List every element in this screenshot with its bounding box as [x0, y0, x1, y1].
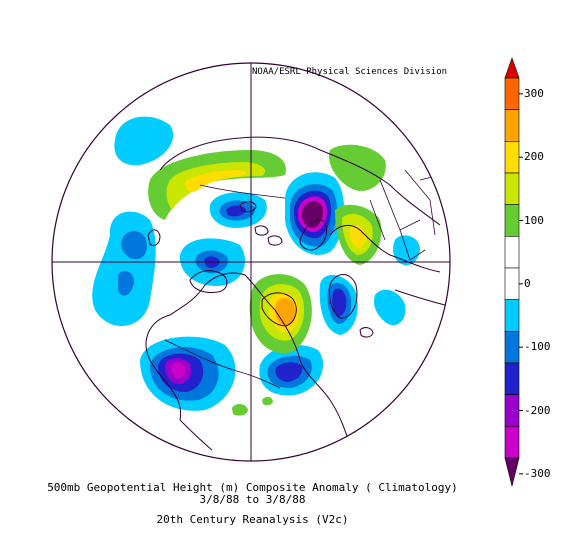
coastline-scandinavia	[299, 219, 327, 251]
anomaly-low-east-asia	[140, 336, 236, 411]
coastline-alaska	[189, 270, 228, 293]
graticule	[52, 63, 450, 461]
colorbar-swatch	[504, 362, 520, 395]
colorbar-swatch	[504, 236, 520, 269]
colorbar-tick-label: 200	[524, 150, 544, 164]
colorbar-tick-label: -300	[524, 466, 551, 480]
colorbar-tick-label: -100	[524, 340, 551, 354]
colorbar-swatch	[504, 141, 520, 174]
anomaly-high-arctic-canada	[249, 274, 312, 354]
coastline-asia	[159, 136, 441, 226]
caption-title: 500mb Geopotential Height (m) Composite …	[47, 481, 458, 494]
coastline-japan	[147, 229, 161, 247]
anomaly-high-urals	[329, 144, 386, 191]
globe-outline	[51, 62, 451, 462]
colorbar-tick-label: 0	[524, 276, 531, 290]
colorbar-swatch	[504, 394, 520, 427]
anomaly-low-europe	[259, 345, 324, 396]
country-borders	[164, 169, 441, 389]
colorbar	[504, 57, 523, 487]
colorbar-tick-label: 300	[524, 86, 544, 100]
anomaly-low-north-pacific	[114, 116, 174, 166]
colorbar-swatch	[504, 426, 520, 459]
colorbar-arrow-top	[504, 57, 520, 79]
colorbar-swatch	[504, 204, 520, 237]
coastline-africa-north	[394, 289, 446, 306]
coastline-hudson-bay	[261, 292, 297, 327]
colorbar-arrow-bottom	[504, 457, 520, 487]
border-us-canada	[164, 339, 281, 389]
anomaly-low-scandinavia	[285, 172, 345, 255]
anomaly-high-small-bottom	[232, 396, 273, 416]
credit-text: NOAA/ESRL Physical Sciences Division	[252, 67, 448, 77]
anomaly-high-europe	[335, 204, 382, 265]
anomaly-low-canada	[319, 274, 358, 335]
coastline-europe	[329, 224, 441, 273]
coastline-north-america	[145, 272, 351, 446]
caption-dataset: 20th Century Reanalysis (V2c)	[156, 513, 349, 526]
caption-date-range: 3/8/88 to 3/8/88	[199, 493, 306, 506]
coastline-greenland	[329, 274, 358, 319]
colorbar-swatch	[504, 172, 520, 205]
colorbar-swatch	[504, 77, 520, 110]
border-eastern-europe	[369, 179, 426, 261]
anomaly-low-siberia	[209, 192, 267, 228]
anomaly-field	[92, 116, 420, 416]
anomaly-low-pacific-west	[92, 211, 156, 327]
colorbar-tick-label: 100	[524, 213, 544, 227]
colorbar-tick-label: -200	[524, 403, 551, 417]
coastline-iceland	[359, 327, 374, 338]
coastline-arctic-islands	[239, 201, 283, 246]
coastline-mexico	[179, 419, 213, 451]
border-russia-china	[199, 184, 286, 199]
coastlines	[145, 136, 446, 451]
colorbar-swatch	[504, 267, 520, 300]
colorbar-swatch	[504, 109, 520, 142]
colorbar-swatch	[504, 331, 520, 364]
colorbar-swatch	[504, 299, 520, 332]
